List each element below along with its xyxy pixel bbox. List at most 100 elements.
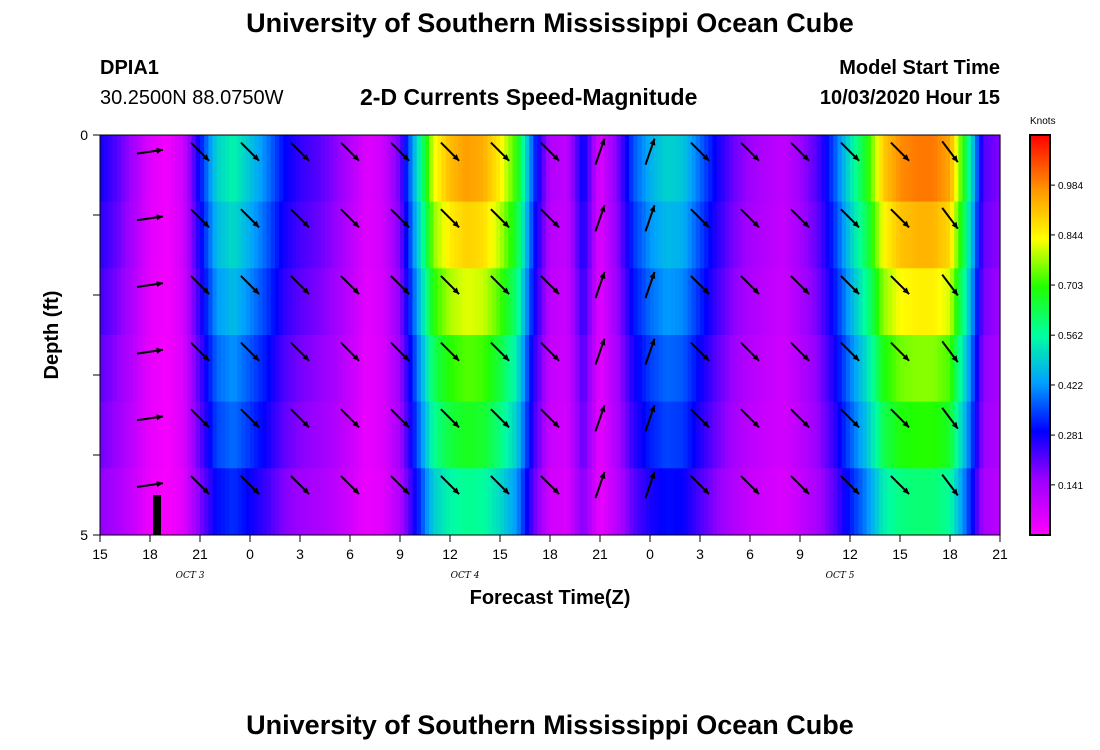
heat-cell: [291, 401, 297, 469]
heat-cell: [295, 401, 301, 469]
heat-cell: [650, 335, 655, 403]
heat-cell: [812, 468, 818, 536]
heat-cell: [558, 335, 564, 403]
heat-cell: [291, 335, 297, 403]
heat-cell: [783, 335, 789, 403]
heat-cell: [258, 268, 264, 336]
heat-cell: [629, 268, 634, 336]
heat-cell: [350, 401, 355, 469]
heat-cell: [566, 135, 572, 203]
heat-cell: [933, 401, 939, 469]
heat-cell: [395, 468, 401, 536]
heat-cell: [191, 201, 197, 269]
heat-cell: [850, 335, 855, 403]
heat-cell: [583, 201, 589, 269]
heat-cell: [441, 268, 447, 336]
heat-cell: [608, 335, 614, 403]
current-arrowhead: [599, 272, 606, 279]
current-arrowhead: [902, 354, 910, 361]
heat-cell: [583, 335, 589, 403]
heat-cell: [337, 201, 343, 269]
current-arrowhead: [202, 220, 210, 228]
heat-cell: [670, 335, 676, 403]
heat-cell: [712, 268, 718, 336]
heat-cell: [554, 335, 559, 403]
heat-cell: [404, 201, 409, 269]
heat-cell: [129, 201, 134, 269]
heat-cell: [966, 135, 972, 203]
heat-cell: [970, 468, 976, 536]
heat-cell: [195, 401, 201, 469]
heat-cell: [266, 268, 272, 336]
heat-cell: [754, 401, 759, 469]
page-title: University of Southern Mississippi Ocean…: [246, 8, 854, 38]
heat-cell: [366, 335, 372, 403]
heat-cell: [566, 268, 572, 336]
heat-cell: [608, 135, 614, 203]
heat-cell: [937, 468, 943, 536]
heat-cell: [350, 135, 355, 203]
heat-cell: [637, 135, 643, 203]
heat-cell: [970, 335, 976, 403]
heat-cell: [537, 401, 543, 469]
heat-cell: [900, 468, 905, 536]
heat-cell: [983, 201, 989, 269]
heat-cell: [758, 401, 764, 469]
heatmap-cells: [100, 135, 1001, 536]
heat-cell: [479, 401, 484, 469]
heat-cell: [145, 335, 151, 403]
heat-cell: [975, 468, 980, 536]
heat-cell: [262, 401, 268, 469]
arrow-scale-bar: [153, 495, 161, 535]
heat-cell: [875, 335, 880, 403]
heat-cell: [450, 135, 455, 203]
heat-cell: [916, 401, 922, 469]
heat-cell: [229, 135, 234, 203]
heat-cell: [279, 468, 284, 536]
current-arrowhead: [202, 354, 210, 361]
heat-cell: [133, 401, 139, 469]
heat-cell: [662, 335, 668, 403]
heat-cell: [358, 201, 364, 269]
current-arrowhead: [752, 487, 760, 495]
heat-cell: [766, 201, 772, 269]
heat-cell: [354, 135, 359, 203]
heat-cell: [625, 468, 630, 536]
heat-cell: [287, 401, 293, 469]
heat-cell: [175, 335, 180, 403]
heat-cell: [391, 401, 397, 469]
heat-cell: [204, 468, 209, 536]
heat-cell: [954, 201, 959, 269]
heat-cell: [804, 201, 809, 269]
colorbar-tick-label: 0.562: [1058, 331, 1083, 342]
heat-cell: [441, 335, 447, 403]
heat-cell: [487, 468, 493, 536]
heat-cell: [187, 135, 193, 203]
heat-cell: [600, 135, 605, 203]
heat-cell: [770, 201, 776, 269]
heat-cell: [633, 135, 639, 203]
heat-cell: [791, 268, 797, 336]
heat-cell: [662, 201, 668, 269]
heat-cell: [991, 468, 997, 536]
heat-cell: [745, 201, 751, 269]
heat-cell: [633, 201, 639, 269]
heat-cell: [983, 468, 989, 536]
heat-cell: [979, 401, 984, 469]
heat-cell: [141, 135, 147, 203]
heat-cell: [137, 468, 143, 536]
heat-cell: [887, 201, 893, 269]
heat-cell: [466, 268, 472, 336]
heat-cell: [325, 468, 330, 536]
heat-cell: [462, 468, 468, 536]
heat-cell: [425, 268, 430, 336]
heat-cell: [308, 135, 314, 203]
heat-cell: [779, 468, 784, 536]
heat-cell: [808, 201, 814, 269]
heat-cell: [266, 201, 272, 269]
heat-cell: [808, 468, 814, 536]
heat-cell: [212, 135, 218, 203]
heat-cell: [812, 135, 818, 203]
heat-cell: [720, 201, 726, 269]
heat-cell: [700, 201, 705, 269]
